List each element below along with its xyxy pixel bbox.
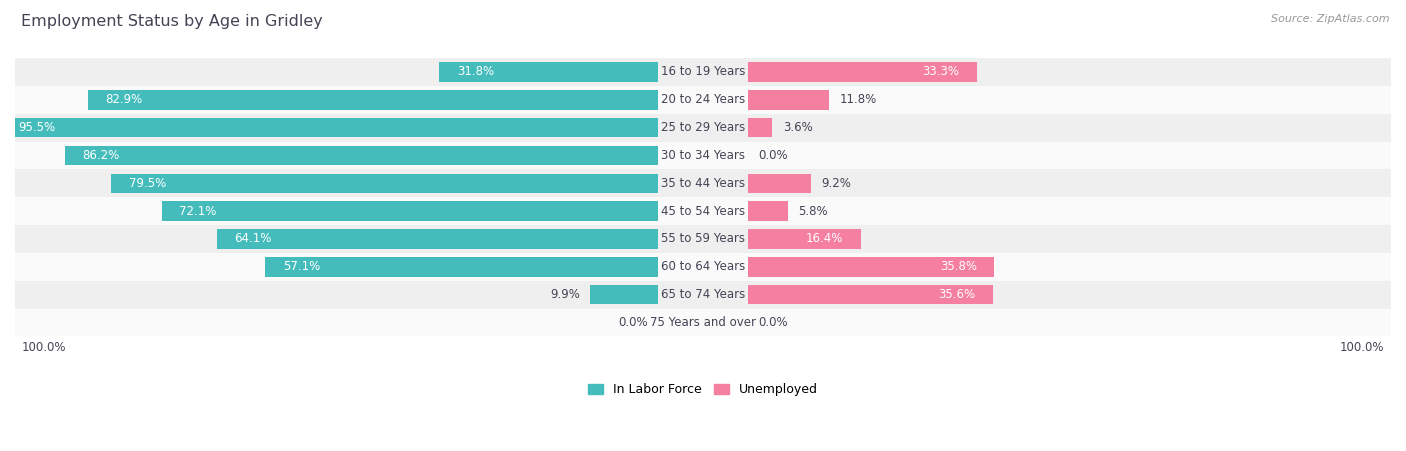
Text: 33.3%: 33.3% [922, 65, 960, 78]
Bar [266, 257, 658, 276]
Text: Source: ZipAtlas.com: Source: ZipAtlas.com [1271, 14, 1389, 23]
Bar [15, 197, 1391, 225]
Bar [748, 229, 860, 249]
Legend: In Labor Force, Unemployed: In Labor Force, Unemployed [583, 378, 823, 401]
Bar [218, 229, 658, 249]
Bar [748, 174, 811, 193]
Bar [111, 174, 658, 193]
Bar [440, 62, 658, 82]
Bar [748, 62, 977, 82]
Text: 20 to 24 Years: 20 to 24 Years [661, 93, 745, 106]
Text: 0.0%: 0.0% [758, 316, 787, 329]
Bar [15, 253, 1391, 281]
Text: 60 to 64 Years: 60 to 64 Years [661, 260, 745, 273]
Bar [748, 118, 772, 138]
Text: 25 to 29 Years: 25 to 29 Years [661, 121, 745, 134]
Text: 35.6%: 35.6% [938, 288, 976, 301]
Bar [1, 118, 658, 138]
Text: 9.2%: 9.2% [821, 177, 851, 190]
Text: 57.1%: 57.1% [283, 260, 321, 273]
Text: 82.9%: 82.9% [105, 93, 142, 106]
Bar [15, 225, 1391, 253]
Text: 75 Years and over: 75 Years and over [650, 316, 756, 329]
Text: 35.8%: 35.8% [939, 260, 977, 273]
Text: 65 to 74 Years: 65 to 74 Years [661, 288, 745, 301]
Bar [748, 257, 994, 276]
Text: 100.0%: 100.0% [1340, 341, 1384, 354]
Text: 0.0%: 0.0% [619, 316, 648, 329]
Text: Employment Status by Age in Gridley: Employment Status by Age in Gridley [21, 14, 323, 28]
Bar [591, 285, 658, 304]
Bar [748, 285, 993, 304]
Text: 35 to 44 Years: 35 to 44 Years [661, 177, 745, 190]
Text: 16 to 19 Years: 16 to 19 Years [661, 65, 745, 78]
Bar [15, 58, 1391, 86]
Text: 100.0%: 100.0% [22, 341, 66, 354]
Bar [748, 90, 830, 110]
Text: 64.1%: 64.1% [235, 232, 271, 245]
Bar [162, 201, 658, 221]
Text: 11.8%: 11.8% [839, 93, 876, 106]
Text: 95.5%: 95.5% [18, 121, 56, 134]
Bar [15, 308, 1391, 336]
Bar [15, 114, 1391, 142]
Bar [15, 170, 1391, 197]
Text: 16.4%: 16.4% [806, 232, 844, 245]
Bar [15, 86, 1391, 114]
Text: 79.5%: 79.5% [128, 177, 166, 190]
Text: 86.2%: 86.2% [83, 149, 120, 162]
Text: 5.8%: 5.8% [799, 205, 828, 217]
Text: 30 to 34 Years: 30 to 34 Years [661, 149, 745, 162]
Bar [15, 281, 1391, 308]
Text: 55 to 59 Years: 55 to 59 Years [661, 232, 745, 245]
Bar [65, 146, 658, 165]
Bar [15, 142, 1391, 170]
Text: 45 to 54 Years: 45 to 54 Years [661, 205, 745, 217]
Text: 3.6%: 3.6% [783, 121, 813, 134]
Bar [89, 90, 658, 110]
Text: 31.8%: 31.8% [457, 65, 494, 78]
Text: 72.1%: 72.1% [180, 205, 217, 217]
Text: 0.0%: 0.0% [758, 149, 787, 162]
Bar [748, 201, 787, 221]
Text: 9.9%: 9.9% [550, 288, 579, 301]
